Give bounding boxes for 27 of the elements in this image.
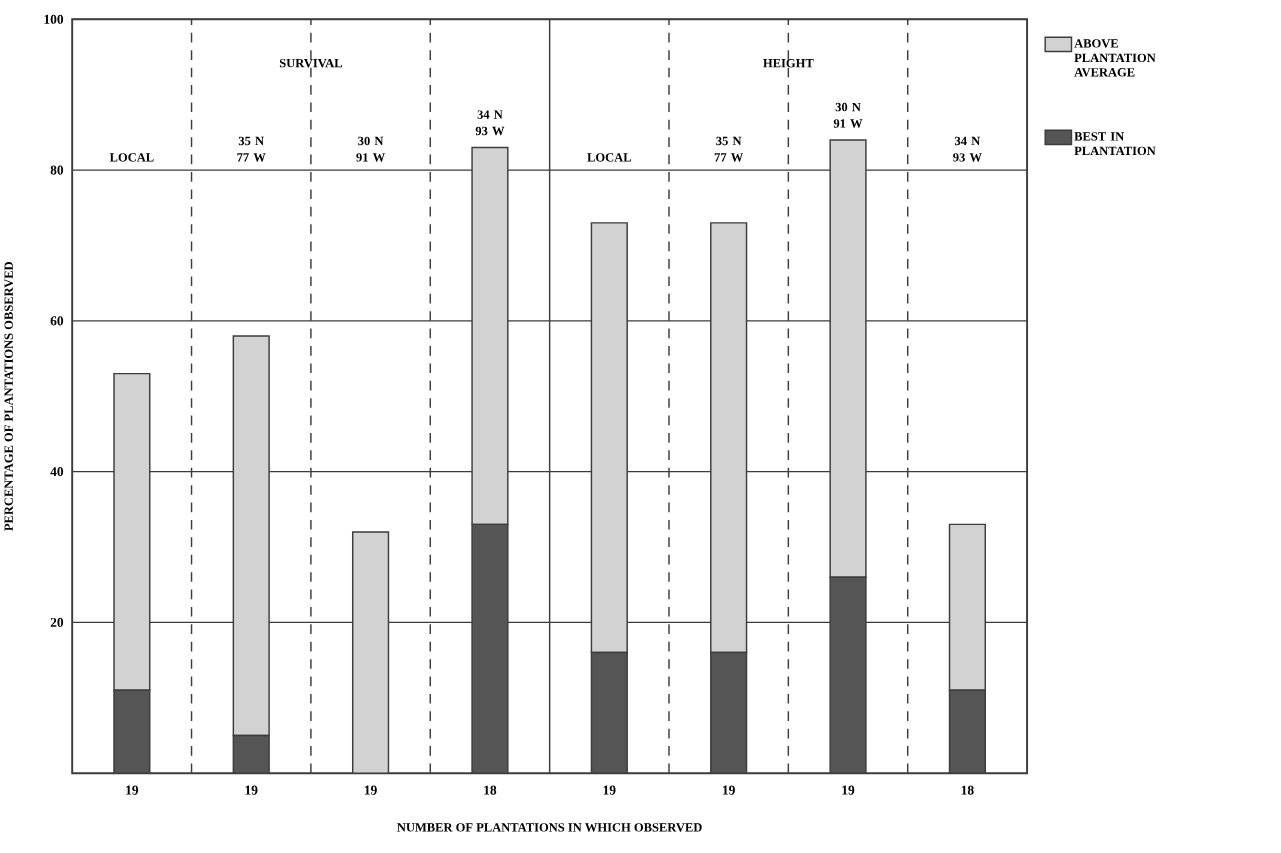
annotation: 35 N 77 W xyxy=(237,136,266,162)
annotation: HEIGHT xyxy=(763,58,814,68)
annotation: LOCAL xyxy=(587,153,632,162)
x-tick-label: 18 xyxy=(484,785,497,795)
y-tick-label: 40 xyxy=(50,466,64,476)
x-tick-label: 19 xyxy=(842,785,855,795)
y-tick-label: 60 xyxy=(50,316,64,326)
annotation: 34 N 93 W xyxy=(475,110,505,136)
x-tick-label: 19 xyxy=(126,785,139,795)
x-axis-title: NUMBER OF PLANTATIONS IN WHICH OBSERVED xyxy=(397,823,702,832)
annotation: SURVIVAL xyxy=(279,58,343,68)
y-tick-label: 100 xyxy=(44,14,64,24)
legend-label: ABOVE PLANTATION AVERAGE xyxy=(1074,39,1156,77)
x-tick-label: 18 xyxy=(961,785,974,795)
legend-label: BEST IN PLANTATION xyxy=(1074,132,1156,155)
annotation: 35 N 77 W xyxy=(714,136,744,162)
x-tick-label: 19 xyxy=(364,785,377,795)
annotation: 30 N 91 W xyxy=(356,136,385,162)
annotation: 34 N 93 W xyxy=(953,136,982,162)
y-axis-title: PERCENTAGE OF PLANTATIONS OBSERVED xyxy=(4,261,13,531)
y-tick-label: 20 xyxy=(50,617,64,627)
x-tick-label: 19 xyxy=(603,785,616,795)
annotation: LOCAL xyxy=(109,153,154,162)
y-tick-label: 80 xyxy=(50,165,64,175)
x-tick-label: 19 xyxy=(245,785,258,795)
annotation: 30 N 91 W xyxy=(833,102,863,128)
x-tick-label: 19 xyxy=(723,785,735,795)
